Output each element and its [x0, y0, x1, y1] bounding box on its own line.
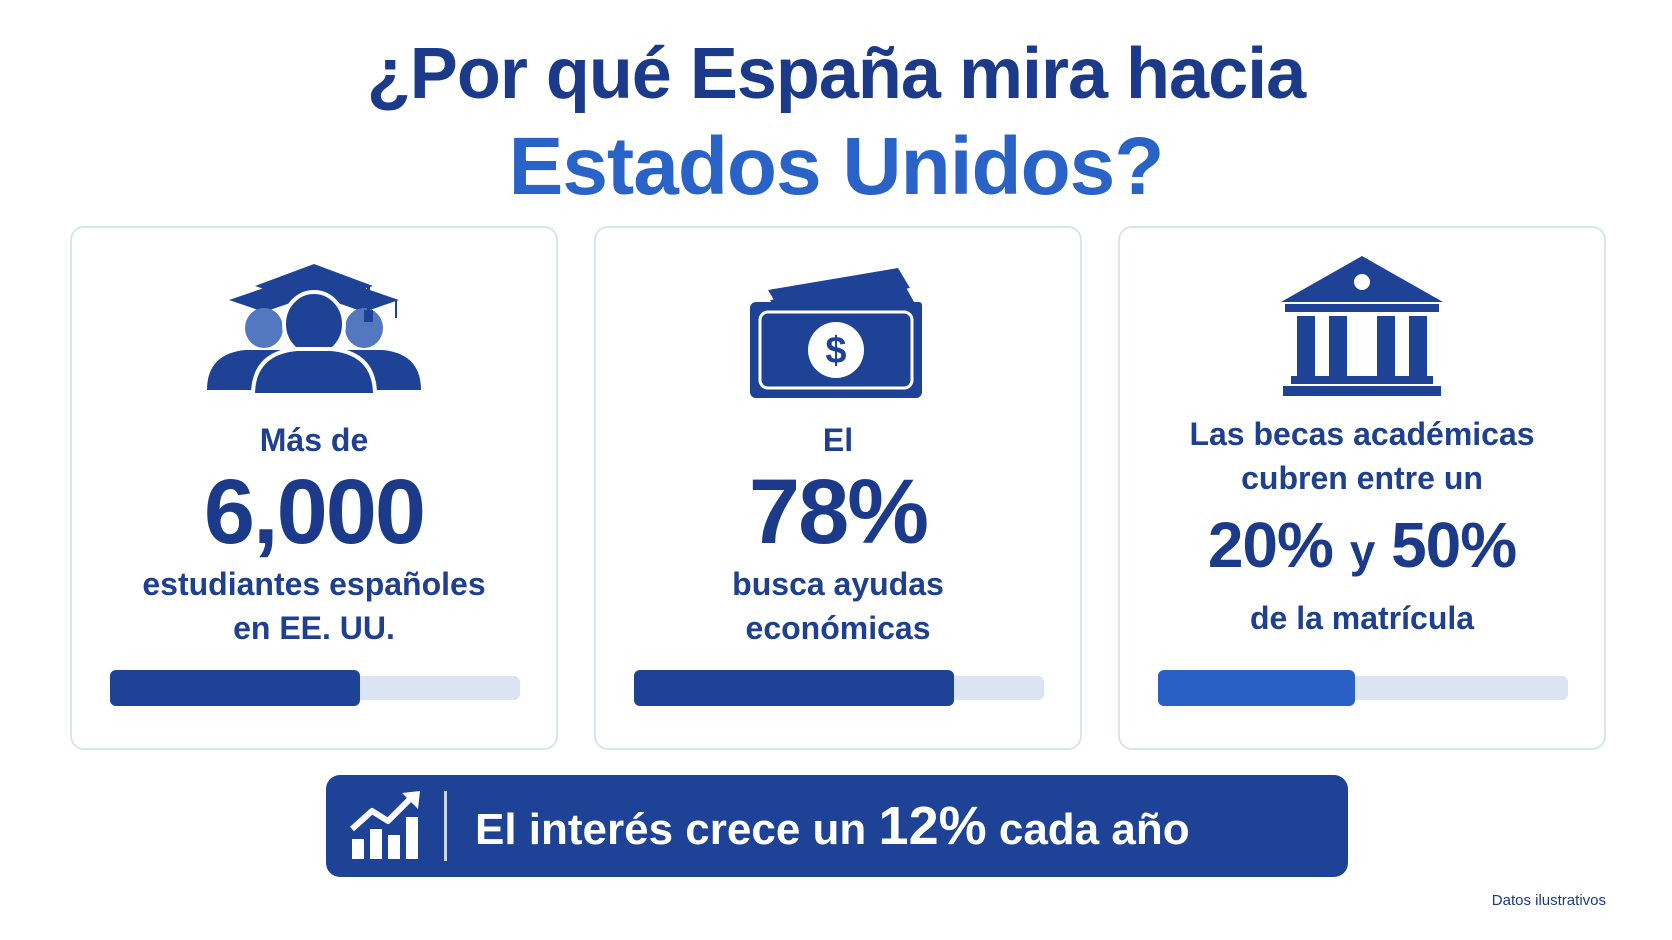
page-title: ¿Por qué España mira hacia Estados Unido… [0, 38, 1672, 208]
scholarship-progress-fill [1158, 670, 1355, 706]
scholarship-max: 50% [1391, 509, 1517, 581]
scholarship-post: de la matrícula [1249, 600, 1475, 636]
banner-text: El interés crece un 12% cada año [475, 795, 1190, 857]
graduates-icon [72, 250, 556, 400]
title-line-2: Estados Unidos? [508, 121, 1165, 212]
title-line-1: ¿Por qué España mira hacia [366, 34, 1306, 114]
aid-progress-fill [634, 670, 954, 706]
banner-text-after: cada año [986, 805, 1190, 854]
students-value: 6,000 [203, 461, 426, 563]
growth-banner: El interés crece un 12% cada año [326, 775, 1348, 877]
aid-value: 78% [748, 461, 929, 563]
scholarship-pre-1: Las becas académicas [1189, 416, 1535, 452]
card-financial-aid: $ El 78% busca ayudas económicas [594, 226, 1082, 750]
svg-text:$: $ [825, 330, 846, 372]
aid-post-2: económicas [745, 610, 931, 646]
students-progress-track [110, 670, 520, 706]
scholarship-min: 20% [1207, 509, 1334, 581]
students-post-2: en EE. UU. [233, 610, 395, 646]
students-pre: Más de [259, 422, 369, 458]
card-scholarships: Las becas académicas cubren entre un 20%… [1118, 226, 1606, 750]
students-post-1: estudiantes españoles [142, 566, 486, 602]
money-icon: $ [596, 250, 1080, 400]
card-students: Más de 6,000 estudiantes españoles en EE… [70, 226, 558, 750]
scholarship-connector: y [1349, 525, 1376, 577]
aid-post-1: busca ayudas [732, 566, 944, 602]
banner-highlight: 12% [878, 796, 987, 856]
banner-divider [444, 791, 447, 861]
growth-chart-icon [326, 775, 444, 877]
aid-pre: El [822, 422, 854, 458]
students-progress-fill [110, 670, 361, 706]
scholarship-pre-2: cubren entre un [1241, 460, 1483, 496]
institution-icon [1120, 250, 1604, 400]
scholarship-progress-track [1158, 670, 1568, 706]
banner-text-before: El interés crece un [475, 805, 879, 854]
aid-progress-track [634, 670, 1044, 706]
scholarship-range: 20% y 50% [1120, 500, 1604, 596]
footnote: Datos ilustrativos [1491, 892, 1606, 909]
